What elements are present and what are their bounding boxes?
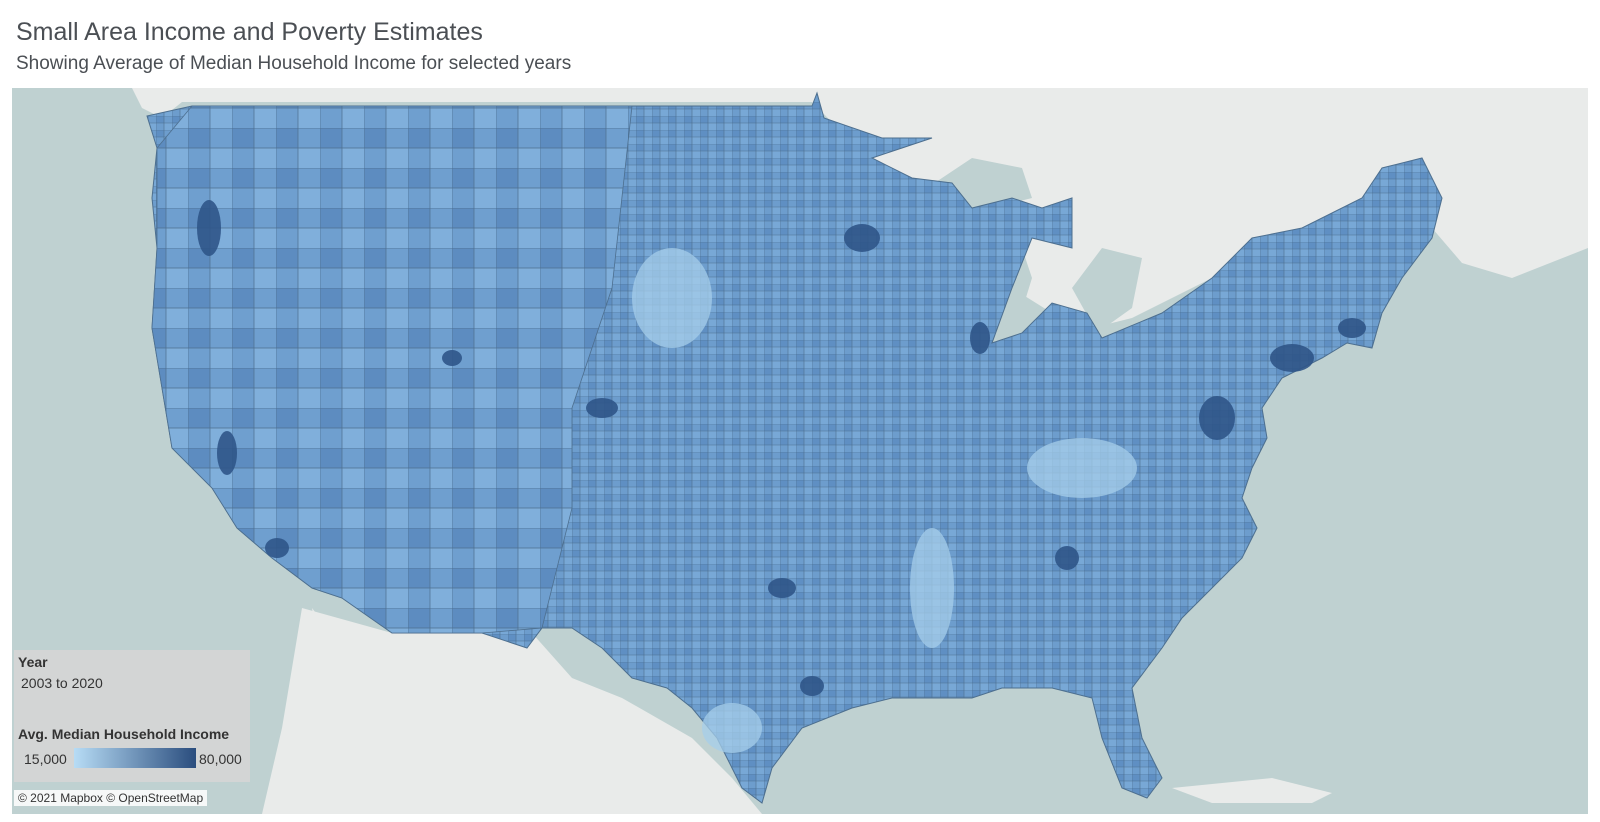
cluster-atlanta bbox=[1055, 546, 1079, 570]
cluster-seattle bbox=[197, 200, 221, 256]
map-view[interactable] bbox=[12, 88, 1588, 814]
high-income-clusters bbox=[197, 200, 1366, 696]
cluster-salt-lake bbox=[442, 350, 462, 366]
page-subtitle: Showing Average of Median Household Inco… bbox=[16, 53, 572, 74]
area-appalachia bbox=[1027, 438, 1137, 498]
legend-year-label: Year bbox=[18, 654, 48, 670]
cluster-bay-area bbox=[217, 431, 237, 475]
low-income-areas bbox=[632, 248, 1137, 753]
cluster-denver bbox=[586, 398, 618, 418]
legend-max-label: 80,000 bbox=[199, 751, 242, 767]
cluster-boston bbox=[1338, 318, 1366, 338]
mexico-landmass bbox=[262, 608, 762, 814]
page-title: Small Area Income and Poverty Estimates bbox=[16, 18, 483, 46]
cluster-dc bbox=[1199, 396, 1235, 440]
cluster-chicago bbox=[970, 322, 990, 354]
baja-peninsula bbox=[312, 608, 407, 814]
legend-panel: Year 2003 to 2020 Avg. Median Household … bbox=[14, 650, 250, 782]
cluster-new-york bbox=[1270, 344, 1314, 372]
cluster-dallas bbox=[768, 578, 796, 598]
map-canvas[interactable] bbox=[12, 88, 1588, 814]
legend-income-label: Avg. Median Household Income bbox=[18, 726, 230, 742]
cuba-island bbox=[1172, 778, 1332, 803]
cluster-los-angeles bbox=[265, 538, 289, 558]
area-mississippi-delta bbox=[910, 528, 954, 648]
legend-year-value: 2003 to 2020 bbox=[21, 675, 103, 691]
cluster-houston bbox=[800, 676, 824, 696]
map-attribution[interactable]: © 2021 Mapbox © OpenStreetMap bbox=[14, 790, 208, 806]
legend-min-label: 15,000 bbox=[24, 751, 67, 767]
area-great-plains bbox=[632, 248, 712, 348]
legend-color-ramp bbox=[74, 748, 196, 768]
western-counties[interactable] bbox=[151, 105, 633, 634]
area-rio-grande bbox=[702, 703, 762, 753]
lake-huron bbox=[1072, 248, 1142, 333]
cluster-minneapolis bbox=[844, 224, 880, 252]
